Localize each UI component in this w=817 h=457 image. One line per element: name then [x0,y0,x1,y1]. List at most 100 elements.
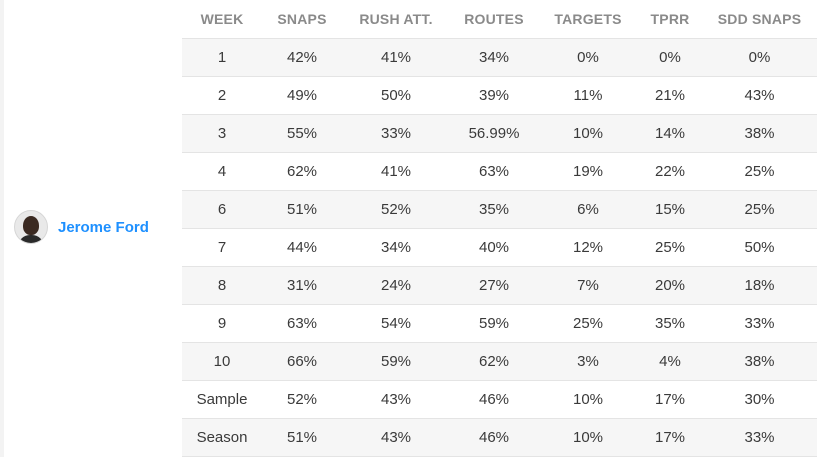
player-name-link[interactable]: Jerome Ford [58,218,149,236]
sdd-snaps-cell: 33% [702,418,817,457]
sdd-snaps-cell: 38% [702,342,817,381]
player-panel: Jerome Ford [0,0,182,457]
sdd-snaps-cell: 25% [702,152,817,191]
table-row: 1 42% 41% 34% 0% 0% 0% [182,38,817,77]
week-cell: 2 [182,76,262,115]
targets-cell: 0% [538,38,638,77]
snaps-cell: 51% [262,190,342,229]
table-row: 4 62% 41% 63% 19% 22% 25% [182,152,817,191]
table-row: 9 63% 54% 59% 25% 35% 33% [182,304,817,343]
tprr-cell: 22% [638,152,702,191]
routes-cell: 46% [450,380,538,419]
targets-cell: 10% [538,380,638,419]
tprr-cell: 25% [638,228,702,267]
tprr-cell: 17% [638,418,702,457]
sdd-snaps-cell: 0% [702,38,817,77]
targets-cell: 3% [538,342,638,381]
week-cell: 1 [182,38,262,77]
tprr-cell: 15% [638,190,702,229]
snaps-cell: 49% [262,76,342,115]
sdd-snaps-cell: 18% [702,266,817,305]
table-row: 7 44% 34% 40% 12% 25% 50% [182,228,817,267]
table-row: Season 51% 43% 46% 10% 17% 33% [182,418,817,457]
table-body: 1 42% 41% 34% 0% 0% 0% 2 49% 50% 39% 11% 21% 43% 3 55% 3… [182,38,817,457]
routes-cell: 59% [450,304,538,343]
tprr-cell: 17% [638,380,702,419]
avatar-body [18,235,44,243]
routes-cell: 35% [450,190,538,229]
rush-att-cell: 33% [342,114,450,153]
week-cell: 8 [182,266,262,305]
table-row: Sample 52% 43% 46% 10% 17% 30% [182,380,817,419]
player-info[interactable]: Jerome Ford [14,210,149,244]
sdd-snaps-cell: 25% [702,190,817,229]
rush-att-cell: 43% [342,380,450,419]
column-header-snaps[interactable]: SNAPS [262,0,342,39]
tprr-cell: 21% [638,76,702,115]
tprr-cell: 14% [638,114,702,153]
table-row: 3 55% 33% 56.99% 10% 14% 38% [182,114,817,153]
rush-att-cell: 52% [342,190,450,229]
rush-att-cell: 59% [342,342,450,381]
tprr-cell: 35% [638,304,702,343]
table-row: 2 49% 50% 39% 11% 21% 43% [182,76,817,115]
routes-cell: 39% [450,76,538,115]
snaps-cell: 55% [262,114,342,153]
sdd-snaps-cell: 43% [702,76,817,115]
week-cell: 9 [182,304,262,343]
routes-cell: 40% [450,228,538,267]
table-row: 10 66% 59% 62% 3% 4% 38% [182,342,817,381]
week-cell: 10 [182,342,262,381]
targets-cell: 6% [538,190,638,229]
week-cell: Season [182,418,262,457]
sdd-snaps-cell: 50% [702,228,817,267]
routes-cell: 62% [450,342,538,381]
targets-cell: 19% [538,152,638,191]
column-header-targets[interactable]: TARGETS [538,0,638,39]
tprr-cell: 4% [638,342,702,381]
snaps-cell: 51% [262,418,342,457]
targets-cell: 25% [538,304,638,343]
snaps-cell: 44% [262,228,342,267]
routes-cell: 46% [450,418,538,457]
week-cell: Sample [182,380,262,419]
routes-cell: 63% [450,152,538,191]
targets-cell: 10% [538,418,638,457]
column-header-rush-att[interactable]: RUSH ATT. [342,0,450,39]
rush-att-cell: 43% [342,418,450,457]
tprr-cell: 20% [638,266,702,305]
targets-cell: 10% [538,114,638,153]
rush-att-cell: 41% [342,152,450,191]
snaps-cell: 63% [262,304,342,343]
targets-cell: 7% [538,266,638,305]
snaps-cell: 62% [262,152,342,191]
routes-cell: 34% [450,38,538,77]
rush-att-cell: 34% [342,228,450,267]
snaps-cell: 42% [262,38,342,77]
table-row: 6 51% 52% 35% 6% 15% 25% [182,190,817,229]
week-cell: 3 [182,114,262,153]
rush-att-cell: 24% [342,266,450,305]
sdd-snaps-cell: 30% [702,380,817,419]
tprr-cell: 0% [638,38,702,77]
routes-cell: 56.99% [450,114,538,153]
column-header-routes[interactable]: ROUTES [450,0,538,39]
week-cell: 7 [182,228,262,267]
avatar-head [23,216,39,235]
targets-cell: 12% [538,228,638,267]
rush-att-cell: 50% [342,76,450,115]
avatar [14,210,48,244]
rush-att-cell: 41% [342,38,450,77]
sdd-snaps-cell: 33% [702,304,817,343]
routes-cell: 27% [450,266,538,305]
snaps-cell: 31% [262,266,342,305]
snaps-cell: 52% [262,380,342,419]
week-cell: 6 [182,190,262,229]
sdd-snaps-cell: 38% [702,114,817,153]
column-header-week[interactable]: WEEK [182,0,262,39]
targets-cell: 11% [538,76,638,115]
week-cell: 4 [182,152,262,191]
column-header-tprr[interactable]: TPRR [638,0,702,39]
table-header-row: WEEK SNAPS RUSH ATT. ROUTES TARGETS TPRR… [182,0,817,39]
column-header-sdd-snaps[interactable]: SDD SNAPS [702,0,817,39]
